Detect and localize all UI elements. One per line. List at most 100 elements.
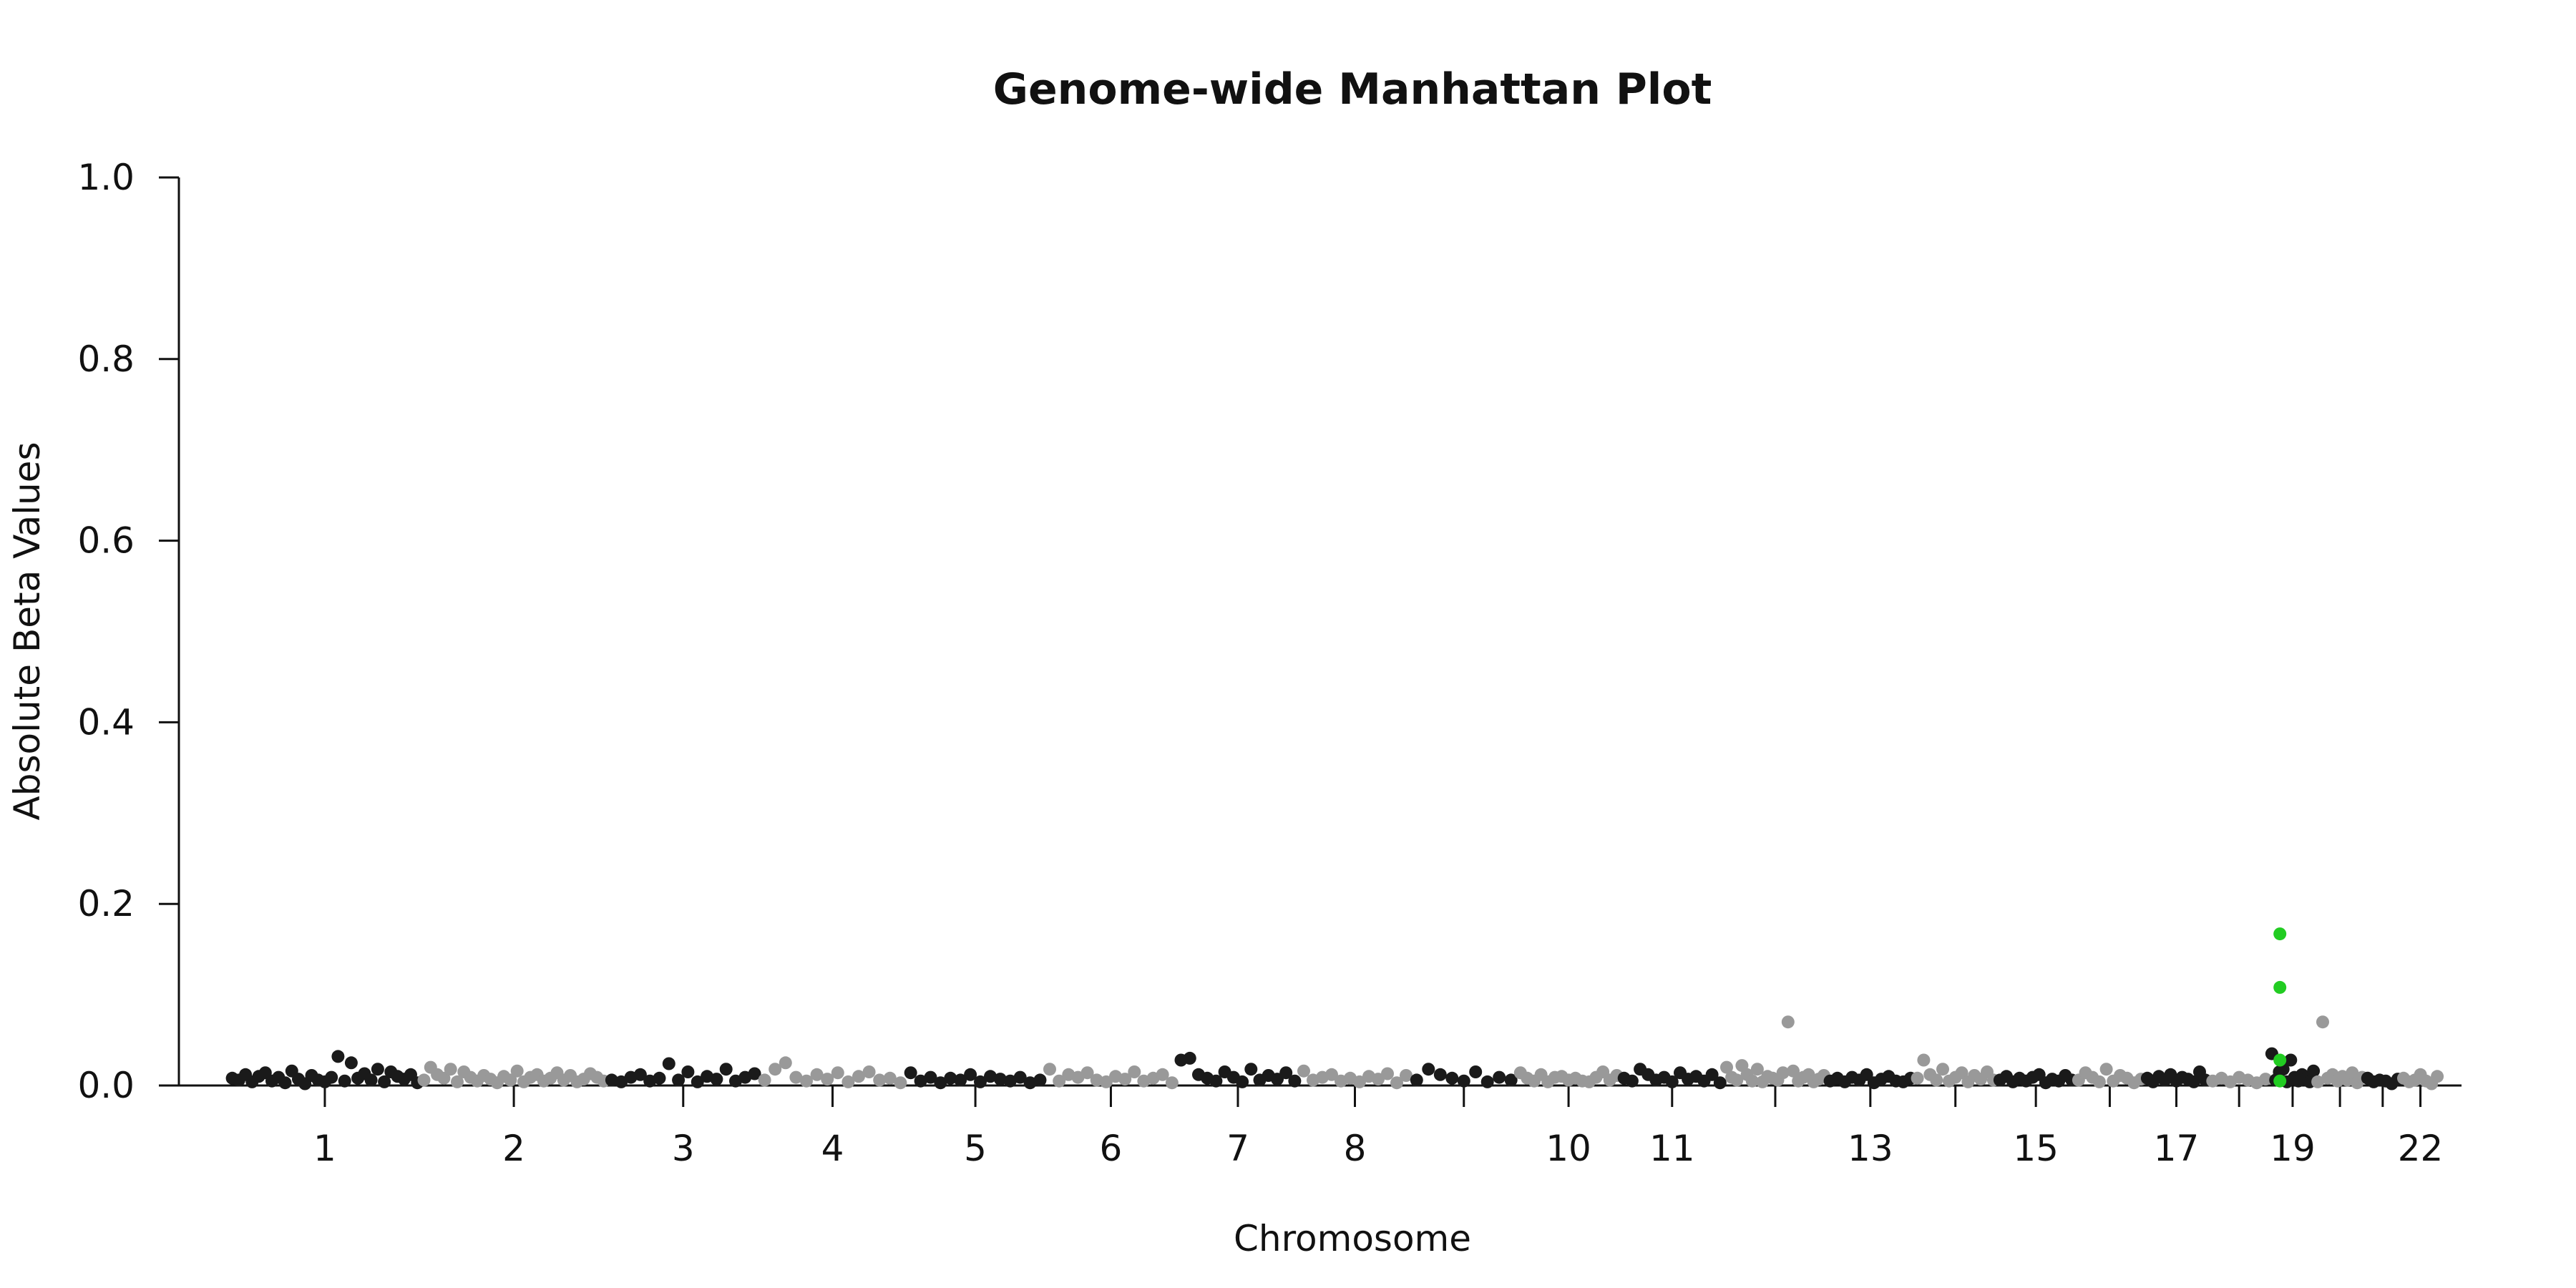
- data-point: [1372, 1073, 1385, 1086]
- data-point: [615, 1075, 628, 1088]
- x-axis: 1 2 3 4 5 6 7 8 10 11 13 15 17 19 22: [179, 1084, 2462, 1169]
- data-point: [1043, 1063, 1056, 1076]
- y-tick-label: 0.4: [77, 701, 135, 743]
- data-point: [841, 1075, 855, 1088]
- data-point: [1128, 1065, 1141, 1078]
- data-point: [789, 1070, 803, 1084]
- data-point: [1625, 1074, 1639, 1088]
- data-point: [504, 1073, 517, 1087]
- y-axis-label: Absolute Beta Values: [6, 442, 48, 821]
- data-point: [1422, 1063, 1435, 1076]
- data-point: [1165, 1076, 1179, 1090]
- data-point: [1400, 1069, 1413, 1082]
- data-point: [1023, 1076, 1037, 1090]
- data-point: [451, 1075, 464, 1088]
- x-tick-label: 13: [1848, 1128, 1893, 1169]
- data-point: [748, 1067, 761, 1080]
- data-point: [2284, 1053, 2298, 1067]
- data-point: [852, 1070, 865, 1083]
- data-point: [1183, 1051, 1196, 1065]
- data-point: [1493, 1070, 1506, 1084]
- data-point: [719, 1063, 733, 1076]
- data-point: [510, 1064, 524, 1078]
- data-point: [800, 1074, 813, 1088]
- x-tick-label: 3: [672, 1128, 695, 1169]
- data-point: [2316, 1015, 2329, 1029]
- data-point: [2431, 1070, 2444, 1083]
- x-tick-label: 7: [1226, 1128, 1249, 1169]
- data-point: [691, 1075, 704, 1088]
- data-point: [1665, 1075, 1679, 1088]
- data-point: [364, 1073, 378, 1087]
- highlight-point: [2273, 1074, 2287, 1088]
- data-point: [605, 1073, 618, 1087]
- data-point: [1156, 1068, 1169, 1081]
- data-point: [1787, 1064, 1800, 1078]
- data-point: [444, 1063, 457, 1076]
- data-point: [1480, 1075, 1494, 1088]
- data-point: [662, 1057, 675, 1070]
- data-point: [2092, 1075, 2106, 1088]
- data-point: [993, 1073, 1007, 1086]
- data-point: [1776, 1066, 1790, 1080]
- y-axis: 0.0 0.2 0.4 0.6 0.8 1.0: [77, 157, 180, 1106]
- data-points: [225, 927, 2444, 1091]
- data-point: [1457, 1074, 1470, 1088]
- data-point: [325, 1070, 338, 1084]
- data-point: [1930, 1073, 1943, 1087]
- data-point: [2259, 1073, 2273, 1086]
- y-tick-label: 0.6: [77, 520, 135, 562]
- y-tick-label: 0.2: [77, 883, 135, 924]
- data-point: [1325, 1068, 1338, 1081]
- highlight-point: [2273, 927, 2287, 941]
- y-tick-label: 0.8: [77, 338, 135, 380]
- data-point: [1003, 1074, 1017, 1088]
- data-point: [2099, 1063, 2113, 1076]
- data-point: [934, 1076, 947, 1090]
- data-point: [944, 1071, 957, 1085]
- data-point: [1279, 1066, 1293, 1080]
- data-point: [672, 1073, 686, 1087]
- data-point: [1720, 1060, 1733, 1074]
- data-point: [1917, 1053, 1931, 1067]
- data-point: [862, 1065, 876, 1078]
- data-point: [1504, 1073, 1518, 1087]
- data-point: [1209, 1074, 1223, 1088]
- data-point: [1713, 1076, 1727, 1090]
- data-point: [964, 1068, 977, 1081]
- data-point: [1730, 1073, 1744, 1087]
- data-point: [344, 1056, 358, 1070]
- data-point: [1381, 1067, 1394, 1080]
- data-point: [873, 1073, 887, 1087]
- data-point: [378, 1075, 391, 1088]
- x-tick-label: 17: [2154, 1128, 2200, 1169]
- data-point: [894, 1076, 907, 1090]
- x-tick-label: 11: [1649, 1128, 1695, 1169]
- data-point: [371, 1063, 384, 1076]
- data-point: [1745, 1074, 1759, 1088]
- x-tick-label: 15: [2013, 1128, 2059, 1169]
- data-point: [1781, 1015, 1795, 1029]
- data-point: [974, 1075, 987, 1088]
- highlight-point: [2273, 980, 2287, 994]
- x-tick-label: 2: [502, 1128, 525, 1169]
- x-axis-label: Chromosome: [1234, 1218, 1471, 1259]
- y-tick-label: 0.0: [77, 1065, 135, 1106]
- data-point: [1288, 1074, 1302, 1088]
- data-point: [1013, 1070, 1027, 1084]
- data-point: [1936, 1063, 1949, 1076]
- data-point: [1353, 1075, 1366, 1088]
- data-point: [810, 1068, 824, 1081]
- data-point: [437, 1071, 451, 1085]
- data-point: [883, 1071, 897, 1085]
- data-point: [417, 1073, 431, 1087]
- highlight-point: [2273, 1053, 2287, 1067]
- data-point: [769, 1063, 782, 1076]
- x-tick-label: 19: [2270, 1128, 2316, 1169]
- x-tick-label: 10: [1546, 1128, 1591, 1169]
- data-point: [1053, 1074, 1066, 1088]
- data-point: [2346, 1066, 2359, 1080]
- data-point: [831, 1066, 844, 1080]
- y-tick-label: 1.0: [77, 157, 135, 198]
- x-tick-label: 22: [2398, 1128, 2444, 1169]
